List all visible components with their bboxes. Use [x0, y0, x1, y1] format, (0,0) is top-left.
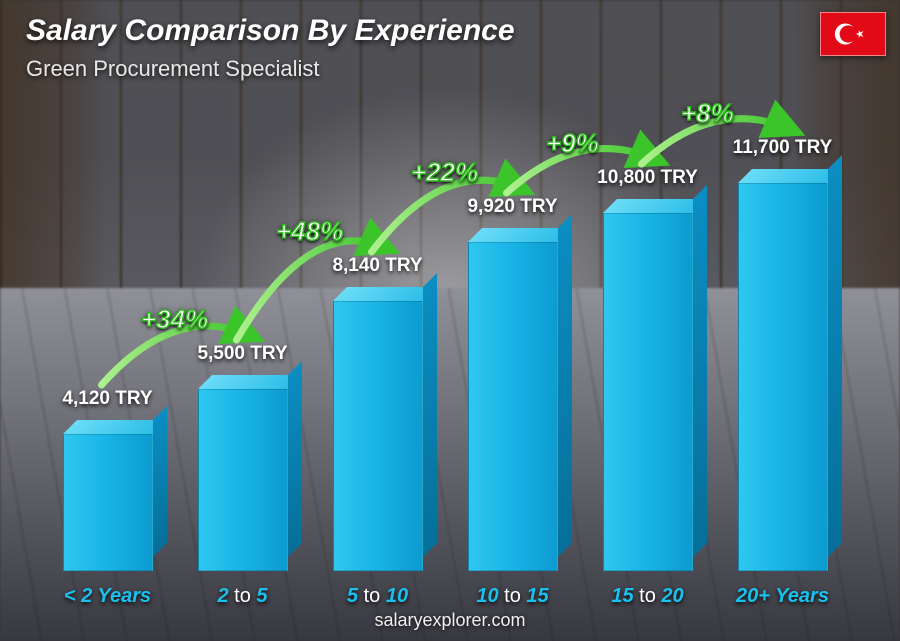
- x-axis-label: 15 to 20: [611, 585, 683, 608]
- bar-value-label: 5,500 TRY: [197, 343, 287, 365]
- bar-3: 9,920 TRY10 to 15: [458, 242, 568, 571]
- bar-4: 10,800 TRY15 to 20: [593, 213, 703, 571]
- bar-side: [558, 214, 572, 557]
- bar-top: [603, 199, 707, 213]
- bar-1: 5,500 TRY2 to 5: [188, 389, 298, 571]
- bar-top: [63, 420, 167, 434]
- bar-value-label: 10,800 TRY: [597, 167, 698, 189]
- bar-chart: 4,120 TRY< 2 Years5,500 TRY2 to 58,140 T…: [40, 100, 850, 571]
- bar-0: 4,120 TRY< 2 Years: [53, 434, 163, 571]
- bar-top: [333, 287, 437, 301]
- x-axis-label: < 2 Years: [64, 585, 151, 608]
- bar-front: [468, 242, 558, 571]
- x-axis-label: 10 to 15: [476, 585, 548, 608]
- x-axis-label: 5 to 10: [347, 585, 408, 608]
- bar-front: [738, 183, 828, 571]
- bar-value-label: 9,920 TRY: [467, 196, 557, 218]
- bar-value-label: 11,700 TRY: [733, 137, 833, 159]
- bar-5: 11,700 TRY20+ Years: [728, 183, 838, 571]
- x-axis-label: 20+ Years: [736, 585, 829, 608]
- bar-front: [333, 301, 423, 571]
- chart-title: Salary Comparison By Experience: [26, 14, 515, 48]
- bar-top: [198, 375, 302, 389]
- bar-value-label: 4,120 TRY: [62, 388, 152, 410]
- bar-top: [738, 169, 842, 183]
- bar-front: [63, 434, 153, 571]
- bar-front: [198, 389, 288, 571]
- bar-side: [423, 273, 437, 557]
- bar-2: 8,140 TRY5 to 10: [323, 301, 433, 571]
- bar-top: [468, 228, 572, 242]
- turkey-flag-icon: [820, 12, 886, 56]
- bar-side: [288, 361, 302, 557]
- bar-side: [828, 155, 842, 557]
- footer-source: salaryexplorer.com: [0, 610, 900, 631]
- x-axis-label: 2 to 5: [217, 585, 267, 608]
- chart-subtitle: Green Procurement Specialist: [26, 56, 319, 82]
- bar-side: [693, 185, 707, 557]
- bar-front: [603, 213, 693, 571]
- bar-value-label: 8,140 TRY: [332, 255, 422, 277]
- bar-side: [153, 406, 167, 557]
